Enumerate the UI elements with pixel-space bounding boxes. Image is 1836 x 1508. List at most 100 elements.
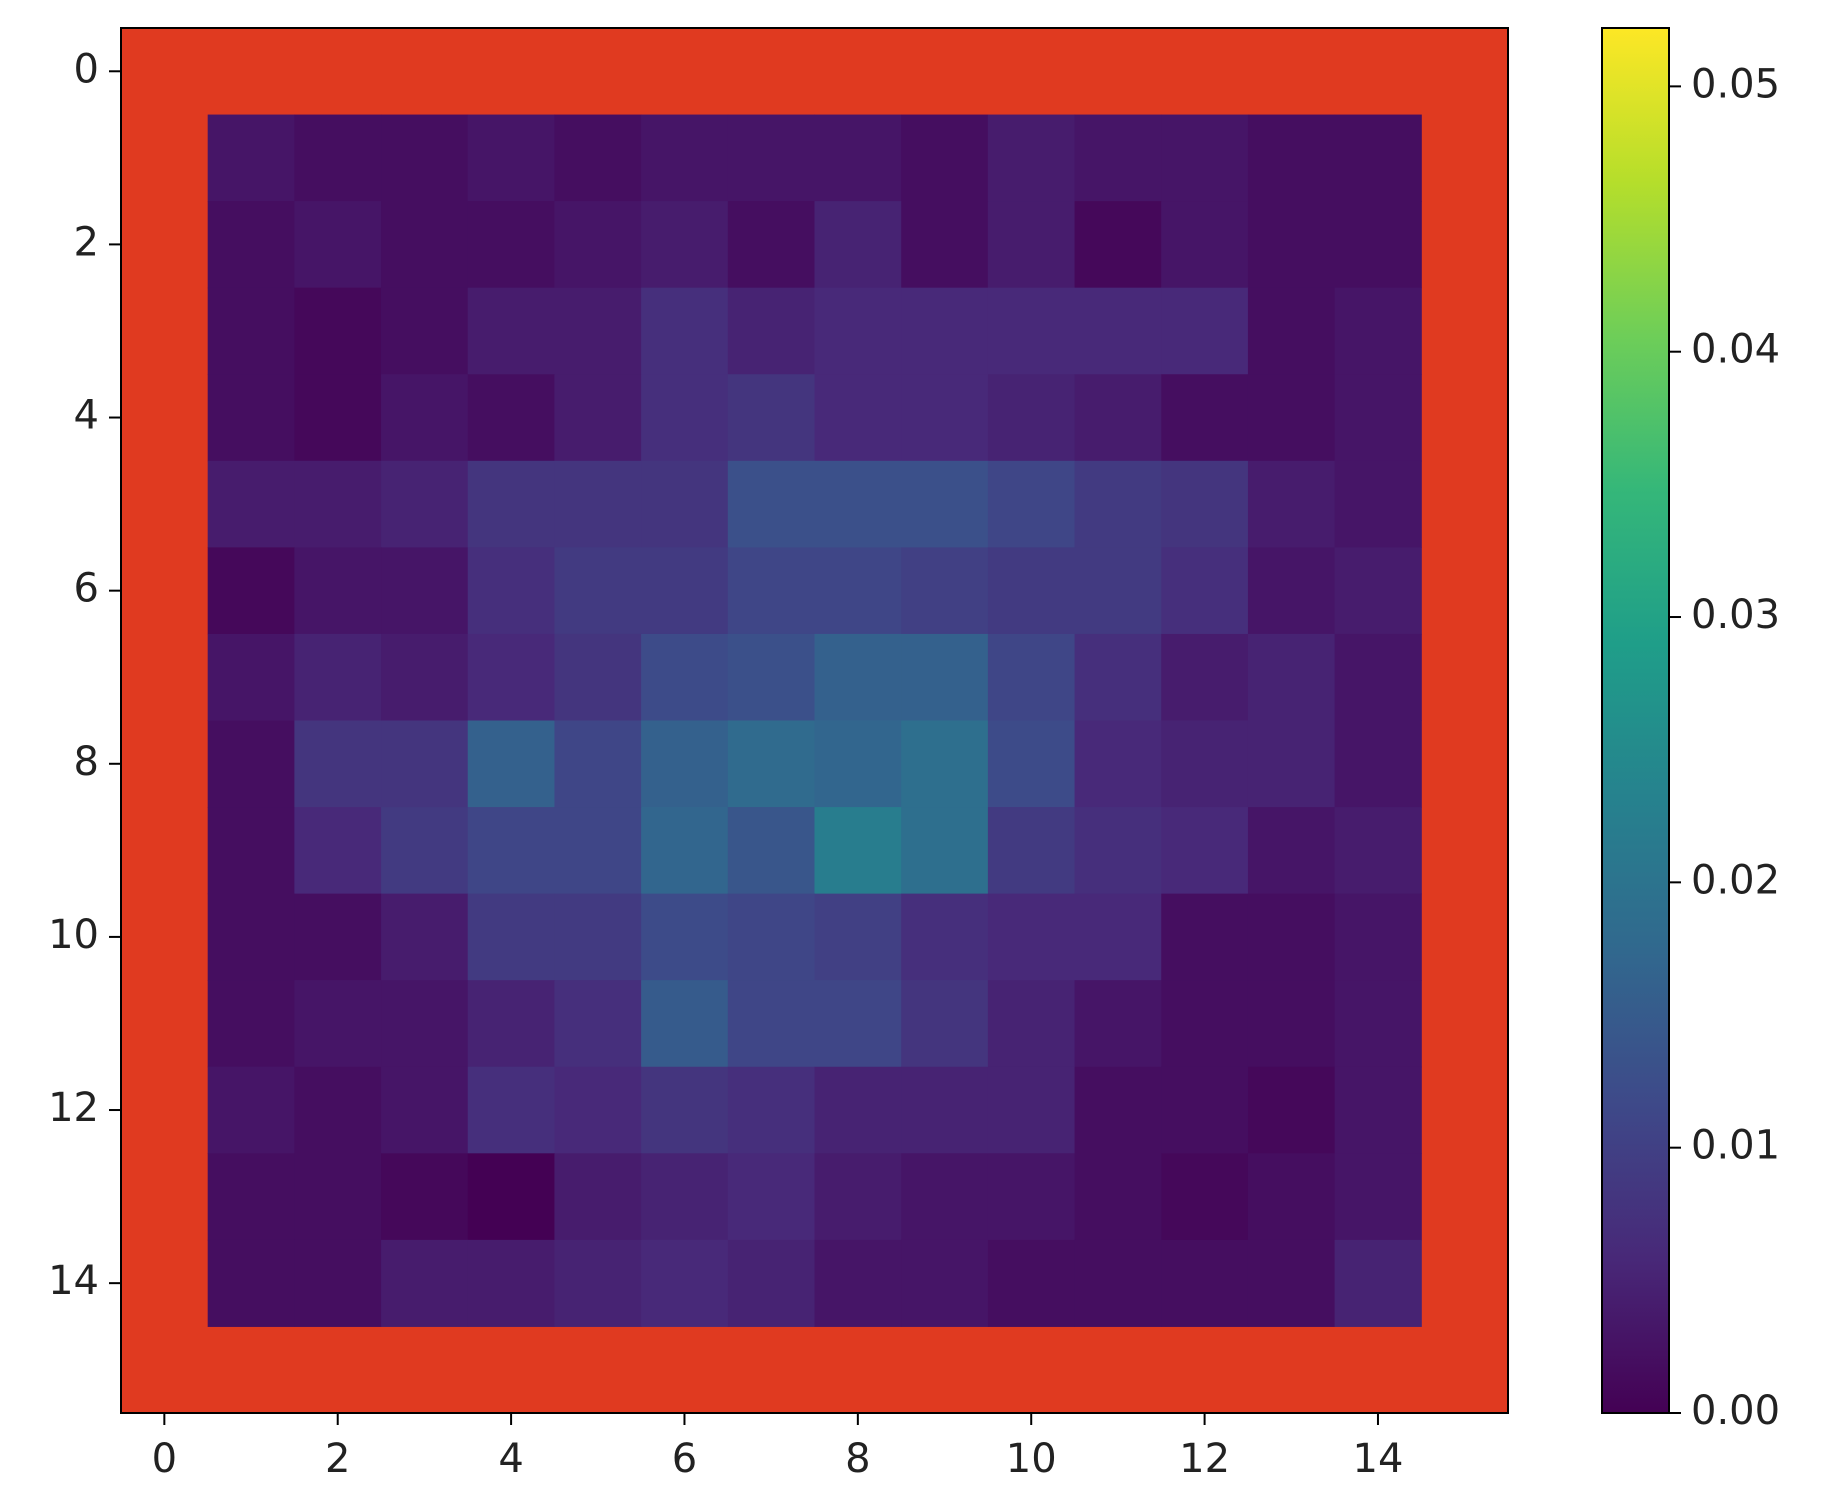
heatmap-cell: [1161, 1153, 1249, 1241]
heatmap-cell: [554, 1153, 642, 1241]
heatmap-cell: [814, 1153, 902, 1241]
heatmap-cell: [641, 980, 729, 1068]
heatmap-cell: [381, 980, 469, 1068]
heatmap-cell: [641, 633, 729, 721]
heatmap-cell: [207, 893, 295, 981]
heatmap-cell: [467, 547, 555, 635]
heatmap-cell: [294, 547, 382, 635]
heatmap-cell: [641, 547, 729, 635]
y-tick-label: 10: [48, 912, 99, 958]
heatmap-cell: [1247, 720, 1336, 808]
heatmap-cell: [1074, 1239, 1162, 1327]
heatmap-cell: [554, 114, 642, 202]
heatmap-cell: [901, 547, 989, 635]
heatmap-cell: [987, 720, 1076, 808]
heatmap-cell: [814, 807, 902, 895]
heatmap-cell: [727, 374, 815, 462]
heatmap-cell: [554, 893, 642, 981]
heatmap-cell: [381, 201, 469, 289]
heatmap-cell: [901, 287, 989, 375]
heatmap-cell: [727, 893, 815, 981]
colorbar-tick-label: 0.01: [1691, 1123, 1780, 1169]
heatmap-cell: [1334, 201, 1422, 289]
heatmap-cell: [1074, 893, 1162, 981]
heatmap-cell: [554, 287, 642, 375]
heatmap-cell: [727, 1066, 815, 1154]
x-tick-label: 10: [1006, 1436, 1057, 1482]
heatmap-cell: [901, 1066, 989, 1154]
y-tick-label: 2: [74, 219, 99, 265]
heatmap-cell: [1334, 807, 1422, 895]
heatmap-cell: [987, 980, 1076, 1068]
heatmap-cell: [1074, 1153, 1162, 1241]
heatmap-cell: [207, 1153, 295, 1241]
heatmap-cell: [727, 720, 815, 808]
heatmap-cell: [207, 460, 295, 548]
heatmap-cell: [467, 807, 555, 895]
heatmap-cell: [294, 114, 382, 202]
heatmap-cell: [1334, 287, 1422, 375]
heatmap-cell: [1247, 374, 1336, 462]
heatmap-cell: [1074, 633, 1162, 721]
heatmap-cell: [381, 1066, 469, 1154]
heatmap-cell: [467, 893, 555, 981]
heatmap-cell: [1247, 460, 1336, 548]
heatmap-cell: [1247, 1239, 1336, 1327]
heatmap-cell: [727, 547, 815, 635]
heatmap-cell: [467, 633, 555, 721]
heatmap-cell: [294, 720, 382, 808]
heatmap-cell: [1247, 114, 1336, 202]
heatmap-cell: [1074, 374, 1162, 462]
heatmap-cell: [1247, 980, 1336, 1068]
heatmap-cell: [814, 1066, 902, 1154]
y-tick-label: 0: [74, 46, 99, 92]
heatmap-cell: [294, 374, 382, 462]
x-tick-label: 14: [1353, 1436, 1404, 1482]
heatmap-cell: [207, 547, 295, 635]
colorbar-tick-label: 0.05: [1691, 61, 1780, 107]
heatmap-cell: [814, 547, 902, 635]
heatmap-cell: [207, 807, 295, 895]
heatmap-cell: [987, 460, 1076, 548]
heatmap-cell: [554, 720, 642, 808]
heatmap-cell: [641, 1153, 729, 1241]
colorbar-tick-label: 0.02: [1691, 857, 1780, 903]
heatmap-cell: [294, 1153, 382, 1241]
heatmap-cell: [294, 1066, 382, 1154]
y-tick-label: 8: [74, 739, 99, 785]
heatmap-cell: [1161, 287, 1249, 375]
heatmap-cell: [641, 460, 729, 548]
y-tick-label: 12: [48, 1085, 99, 1131]
heatmap-cell: [727, 807, 815, 895]
heatmap-cell: [901, 1239, 989, 1327]
heatmap-cell: [641, 1239, 729, 1327]
heatmap-cell: [1161, 1066, 1249, 1154]
heatmap-cell: [1161, 1239, 1249, 1327]
heatmap-cell: [554, 980, 642, 1068]
heatmap-cell: [381, 114, 469, 202]
heatmap-cell: [814, 720, 902, 808]
heatmap-cell: [381, 1239, 469, 1327]
heatmap-cell: [294, 633, 382, 721]
heatmap-cell: [467, 460, 555, 548]
heatmap-cell: [1334, 893, 1422, 981]
heatmap-cell: [727, 460, 815, 548]
heatmap-cell: [1334, 1239, 1422, 1327]
heatmap-cell: [1074, 807, 1162, 895]
heatmap-cell: [1161, 807, 1249, 895]
heatmap-cell: [901, 633, 989, 721]
heatmap-cell: [987, 1066, 1076, 1154]
heatmap-cell: [1161, 720, 1249, 808]
heatmap-cell: [1334, 460, 1422, 548]
heatmap-cell: [381, 287, 469, 375]
heatmap-cell: [987, 807, 1076, 895]
heatmap-cell: [1247, 1066, 1336, 1154]
x-tick-label: 12: [1179, 1436, 1230, 1482]
heatmap-cell: [381, 460, 469, 548]
heatmap-cell: [1161, 547, 1249, 635]
heatmap-cell: [814, 980, 902, 1068]
heatmap-cell: [207, 374, 295, 462]
heatmap-cell: [1074, 287, 1162, 375]
heatmap-cell: [641, 287, 729, 375]
heatmap-cell: [207, 720, 295, 808]
